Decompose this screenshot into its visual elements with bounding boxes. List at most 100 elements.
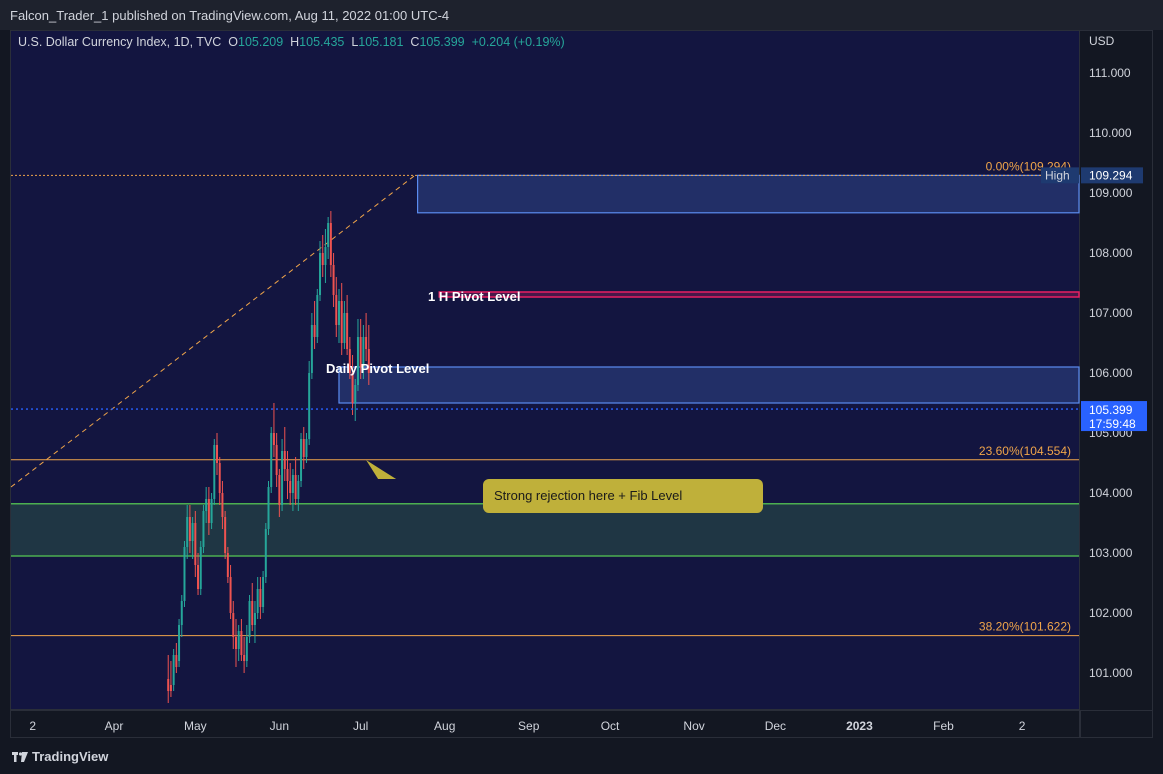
- candle-body: [319, 253, 322, 295]
- candle-48: [297, 475, 300, 511]
- candle-33: [256, 577, 259, 619]
- candle-body: [240, 631, 243, 655]
- candle-body: [329, 223, 332, 265]
- high-zone: [416, 174, 1080, 214]
- candle-46: [291, 469, 294, 511]
- candle-41: [278, 469, 281, 517]
- candle-40: [275, 433, 278, 487]
- currency-unit: USD: [1089, 34, 1115, 48]
- time-tick-1: Apr: [105, 719, 124, 733]
- candle-body: [324, 247, 327, 265]
- ohlc-legend: U.S. Dollar Currency Index, 1D, TVC O105…: [18, 35, 565, 49]
- candle-body: [367, 349, 370, 373]
- high-value-label: 109.294: [1089, 168, 1133, 182]
- candle-body: [278, 475, 281, 505]
- candle-18: [216, 433, 219, 475]
- candle-body: [291, 475, 294, 493]
- candle-52: [308, 361, 311, 445]
- candle-64: [340, 283, 343, 355]
- candle-body: [229, 577, 232, 613]
- candle-62: [335, 277, 338, 337]
- candle-20: [221, 481, 224, 529]
- candle-17: [213, 439, 216, 505]
- price-tick-104.000: 104.000: [1089, 486, 1133, 500]
- candle-body: [283, 451, 286, 469]
- time-tick-0: 2: [29, 719, 36, 733]
- candle-body: [205, 499, 208, 511]
- candle-body: [259, 589, 262, 607]
- candle-body: [188, 517, 191, 541]
- callout-pointer: [366, 460, 397, 479]
- footer-bar: [0, 740, 1163, 774]
- candle-body: [172, 655, 175, 685]
- h1-pivot-zone: [438, 291, 1080, 298]
- candle-73: [365, 313, 368, 361]
- candle-body: [224, 517, 227, 553]
- price-tick-109.000: 109.000: [1089, 186, 1133, 200]
- candle-23: [229, 565, 232, 619]
- candle-body: [245, 637, 248, 661]
- open-value: 105.209: [238, 35, 284, 49]
- candle-1: [169, 661, 172, 697]
- candle-15: [207, 487, 210, 535]
- candle-25: [234, 619, 237, 667]
- candle-body: [180, 601, 183, 625]
- candle-30: [248, 595, 251, 643]
- candle-body: [186, 517, 189, 547]
- price-tick-107.000: 107.000: [1089, 306, 1133, 320]
- candle-body: [191, 523, 194, 541]
- candle-6: [183, 541, 186, 607]
- price-axis[interactable]: [1080, 30, 1153, 710]
- candle-body: [362, 337, 365, 367]
- open-label: O: [228, 35, 238, 49]
- price-tick-111.000: 111.000: [1089, 66, 1131, 80]
- candle-24: [232, 601, 235, 649]
- candle-body: [354, 385, 357, 403]
- candle-body: [167, 679, 170, 691]
- candle-body: [243, 655, 246, 661]
- axis-corner: [1080, 710, 1153, 738]
- candle-body: [272, 433, 275, 445]
- high-tag-box: [1041, 167, 1079, 184]
- candle-42: [281, 439, 284, 511]
- candle-70: [356, 319, 359, 391]
- candle-45: [289, 463, 292, 505]
- candle-body: [264, 529, 267, 577]
- candle-body: [197, 565, 200, 589]
- candle-37: [267, 481, 270, 535]
- candle-44: [286, 451, 289, 499]
- candle-66: [346, 295, 349, 355]
- candle-body: [178, 625, 181, 661]
- current-price-value: 105.399: [1089, 403, 1133, 417]
- tradingview-logo[interactable]: TradingView: [12, 749, 108, 764]
- candle-body: [294, 475, 297, 499]
- candle-body: [253, 613, 256, 625]
- time-tick-10: 2023: [846, 719, 873, 733]
- time-tick-3: Jun: [270, 719, 289, 733]
- candle-36: [264, 523, 267, 583]
- candle-38: [270, 427, 273, 493]
- rejection-callout: Strong rejection here + Fib Level: [483, 479, 763, 513]
- candle-14: [205, 487, 208, 523]
- plot-area[interactable]: [10, 30, 1080, 710]
- candle-body: [327, 223, 330, 247]
- time-axis[interactable]: [10, 710, 1080, 738]
- candle-body: [262, 577, 265, 607]
- candle-28: [243, 637, 246, 673]
- time-tick-2: May: [184, 719, 207, 733]
- candle-body: [256, 589, 259, 613]
- h1-pivot-label: 1 H Pivot Level: [428, 289, 521, 304]
- candle-71: [359, 319, 362, 379]
- candle-body: [321, 253, 324, 265]
- high-value: 105.435: [299, 35, 345, 49]
- candle-body: [346, 313, 349, 349]
- candle-72: [362, 325, 365, 379]
- candle-12: [199, 541, 202, 595]
- candle-body: [313, 325, 316, 337]
- candle-4: [178, 619, 181, 667]
- time-tick-9: Dec: [765, 719, 786, 733]
- candle-60: [329, 211, 332, 277]
- price-tick-101.000: 101.000: [1089, 666, 1133, 680]
- time-tick-5: Aug: [434, 719, 455, 733]
- fib-label-1: 23.60%(104.554): [979, 444, 1071, 458]
